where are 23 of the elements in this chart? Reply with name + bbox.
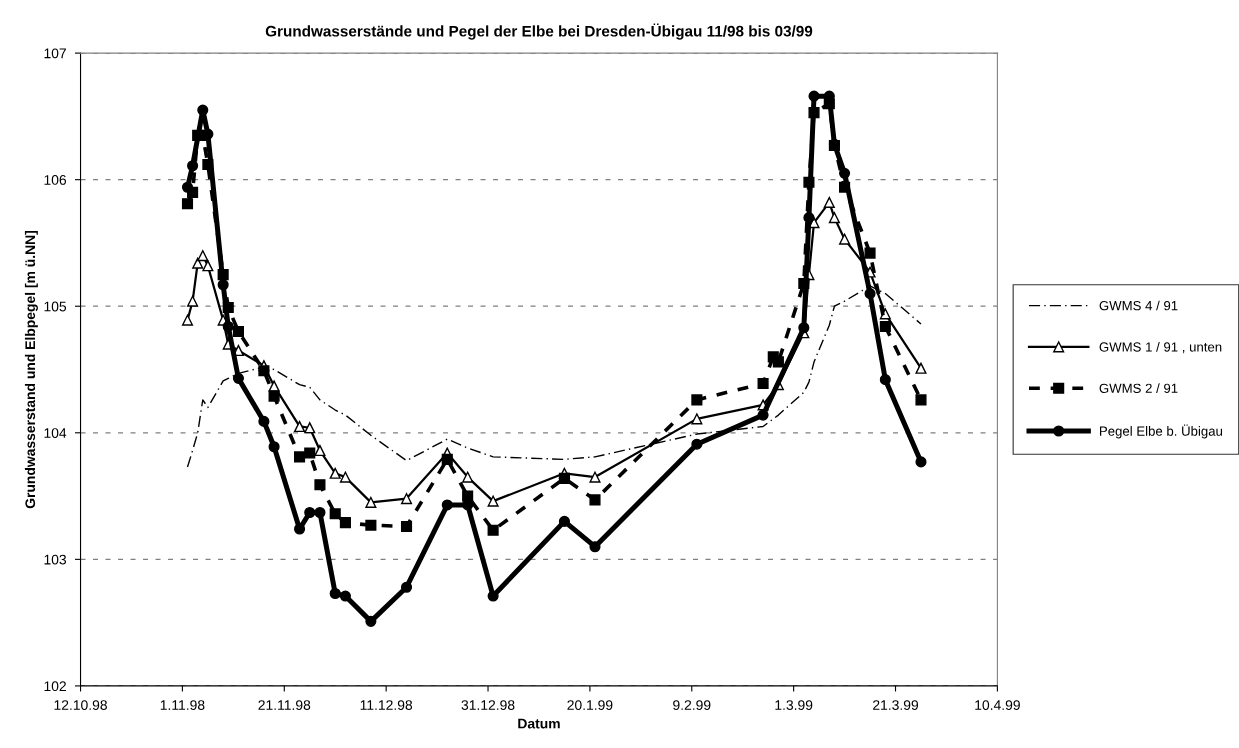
x-tick-label: 9.2.99 (673, 700, 711, 711)
x-tick-label: 1.11.98 (160, 700, 205, 711)
y-tick-label: 105 (44, 301, 67, 312)
y-tick-label: 103 (44, 554, 67, 565)
y-tick-label: 106 (44, 175, 67, 185)
x-axis-title: Datum (518, 718, 560, 729)
x-tick-label: 10.4.99 (975, 700, 1020, 711)
y-axis-title: Grundwasserstand und Elbpegel [m ü.NN] (24, 230, 38, 509)
y-tick-label: 104 (44, 428, 67, 438)
x-tick-label: 21.11.98 (258, 700, 311, 711)
y-tick-label: 107 (44, 48, 66, 59)
legend-label: GWMS 1 / 91 , unten (1099, 341, 1222, 354)
x-tick-label: 12.10.98 (54, 700, 107, 711)
x-tick-label: 21.3.99 (873, 700, 919, 711)
legend-label: GWMS 4 / 91 (1099, 300, 1178, 311)
x-tick-label: 1.3.99 (775, 700, 813, 711)
x-tick-label: 20.1.99 (567, 700, 613, 711)
legend-label: Pegel Elbe b. Übigau (1100, 424, 1223, 439)
y-tick-label: 102 (44, 681, 66, 692)
x-tick-label: 11.12.98 (360, 700, 413, 711)
legend-label: GWMS 2 / 91 (1099, 383, 1178, 393)
x-tick-label: 31.12.98 (461, 700, 515, 711)
chart-title: Grundwasserstände und Pegel der Elbe bei Dresden-Übigau 11/98 bis 03/99 (265, 23, 813, 40)
